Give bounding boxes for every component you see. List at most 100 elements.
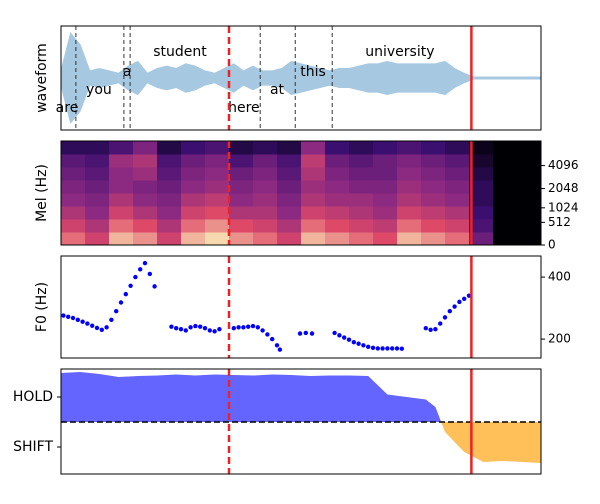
heatmap-cell: [205, 141, 230, 155]
heatmap-cell: [421, 193, 446, 207]
f0-point: [75, 317, 81, 323]
heatmap-cell: [373, 154, 398, 168]
heatmap-cell: [493, 219, 518, 233]
heatmap-cell: [397, 154, 422, 168]
heatmap-cell: [61, 167, 86, 181]
heatmap-cell: [445, 141, 470, 155]
heatmap-cell: [397, 141, 422, 155]
heatmap-cell: [517, 167, 542, 181]
f0-point: [375, 346, 380, 351]
heatmap-cell: [493, 206, 518, 220]
f0-point: [193, 323, 198, 329]
f0-point: [217, 326, 222, 332]
heatmap-cell: [469, 206, 494, 220]
heatmap-cell: [181, 193, 206, 207]
y-tick-label: SHIFT: [13, 439, 53, 455]
heatmap-cell: [517, 154, 542, 168]
f0-point: [370, 345, 376, 350]
f0-point: [380, 346, 385, 351]
f0-point: [231, 326, 236, 331]
f0-point: [94, 325, 100, 331]
heatmap-cell: [325, 219, 350, 233]
f0-point: [366, 344, 371, 350]
heatmap-cell: [277, 154, 302, 168]
heatmap-cell: [445, 219, 470, 233]
heatmap-cell: [229, 167, 254, 181]
heatmap-cell: [229, 219, 254, 233]
heatmap-cell: [253, 219, 278, 233]
heatmap-cell: [61, 206, 86, 220]
heatmap-cell: [61, 193, 86, 207]
f0-point: [342, 335, 347, 340]
heatmap-cell: [517, 219, 542, 233]
word-label: you: [86, 82, 112, 98]
heatmap-cell: [325, 193, 350, 207]
heatmap-cell: [421, 167, 446, 181]
f0-point: [270, 336, 275, 342]
heatmap-cell: [253, 167, 278, 181]
heatmap-cell: [301, 219, 326, 233]
heatmap-cell: [133, 206, 158, 220]
heatmap-cell: [301, 193, 326, 207]
f0-point: [142, 260, 148, 266]
heatmap-cell: [157, 167, 182, 181]
heatmap-cell: [109, 167, 134, 181]
heatmap-cell: [349, 193, 374, 207]
heatmap-cell: [325, 154, 350, 168]
heatmap-cell: [85, 167, 110, 181]
panel-frame: [60, 255, 542, 359]
f0-point: [241, 325, 246, 330]
heatmap-cell: [373, 141, 398, 155]
waveform-lower: [60, 77, 542, 124]
heatmap-cell: [349, 167, 374, 181]
heatmap-cell: [277, 141, 302, 155]
f0-point: [188, 325, 193, 330]
heatmap-cell: [157, 141, 182, 155]
heatmap-cell: [277, 232, 302, 246]
f0-point: [80, 319, 85, 324]
f0-point: [361, 343, 366, 348]
heatmap-cell: [421, 141, 446, 155]
heatmap-cell: [445, 180, 470, 194]
heatmap-cell: [493, 154, 518, 168]
heatmap-cell: [421, 180, 446, 194]
heatmap-cell: [181, 232, 206, 246]
heatmap-cell: [205, 180, 230, 194]
heatmap-cell: [205, 219, 230, 233]
heatmap-cell: [301, 206, 326, 220]
heatmap-cell: [469, 193, 494, 207]
heatmap-cell: [301, 180, 326, 194]
f0-point: [178, 326, 184, 332]
heatmap-cell: [133, 167, 158, 181]
heatmap-cell: [421, 232, 446, 246]
heatmap-cell: [493, 167, 518, 181]
heatmap-cell: [85, 141, 110, 155]
heatmap-cell: [325, 232, 350, 246]
heatmap-cell: [205, 232, 230, 246]
f0-point: [390, 346, 395, 351]
f0-point: [212, 329, 217, 334]
f0-point: [309, 331, 315, 336]
heatmap-cell: [205, 206, 230, 220]
f0-point: [423, 326, 428, 331]
f0-point: [169, 324, 174, 329]
heatmap-cell: [205, 193, 230, 207]
heatmap-cell: [517, 180, 542, 194]
heatmap-cell: [157, 206, 182, 220]
heatmap-cell: [181, 141, 206, 155]
f0-point: [104, 325, 109, 330]
heatmap-cell: [325, 206, 350, 220]
heatmap-cell: [181, 180, 206, 194]
f0-point: [438, 321, 443, 326]
f0-point: [61, 313, 66, 318]
heatmap-cell: [85, 180, 110, 194]
heatmap-cell: [349, 206, 374, 220]
heatmap-cell: [61, 219, 86, 233]
heatmap-cell: [493, 141, 518, 155]
heatmap-cell: [133, 154, 158, 168]
f0-point: [337, 333, 342, 338]
word-label: student: [153, 44, 207, 60]
y-tick-label: 400: [548, 270, 571, 284]
heatmap-cell: [301, 154, 326, 168]
